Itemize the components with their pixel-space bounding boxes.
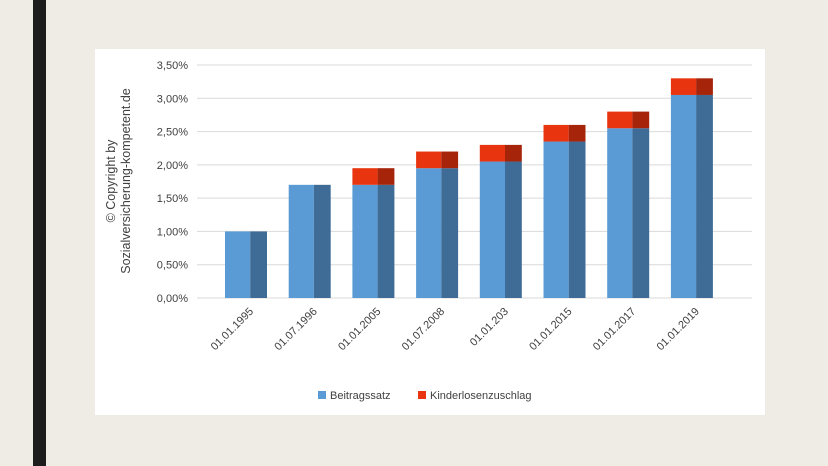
x-tick-label: 01.01.2005 (336, 306, 383, 353)
x-tick-label: 01.01.203 (468, 306, 511, 349)
y-tick-label: 0,50% (157, 260, 188, 272)
legend-label: Kinderlosenzuschlag (430, 390, 532, 402)
bar-beitragssatz (416, 168, 442, 298)
bar-kinderlosenzuschlag (416, 151, 442, 169)
legend-swatch-beitragssatz (318, 391, 326, 399)
bar-kinderlosenzuschlag-side (632, 111, 650, 129)
bar-beitragssatz-side (377, 184, 395, 298)
y-tick-label: 1,50% (157, 193, 188, 205)
y-tick-label: 1,00% (157, 226, 188, 238)
stacked-bar-chart: 0,00% 0,50% 1,00% 1,50% 2,00% 2,50% 3,00% 3,50%… (104, 60, 752, 402)
y-tick-label: 0,00% (157, 293, 188, 305)
legend-swatch-kinderlosenzuschlag (418, 391, 426, 399)
bar-kinderlosenzuschlag (543, 124, 569, 142)
bar-beitragssatz-side (313, 184, 331, 298)
bar-beitragssatz (670, 94, 697, 298)
y-tick-label: 3,50% (157, 60, 188, 72)
bar-kinderlosenzuschlag-side (441, 151, 459, 169)
bar-beitragssatz (352, 184, 378, 298)
y-tick-label: 3,00% (157, 93, 188, 105)
x-tick-label: 01.07.2008 (400, 306, 447, 353)
bar-beitragssatz (543, 141, 569, 298)
x-tick-label: 01.01.2017 (591, 306, 638, 353)
bar-beitragssatz-side (441, 168, 459, 298)
bar-kinderlosenzuschlag (670, 78, 697, 95)
bar-kinderlosenzuschlag (479, 144, 505, 162)
y-axis-label: © Copyright by (104, 139, 118, 223)
bar-kinderlosenzuschlag-side (568, 124, 586, 142)
bar-kinderlosenzuschlag (607, 111, 633, 129)
bar-kinderlosenzuschlag-side (377, 168, 395, 185)
bar-beitragssatz-side (696, 94, 713, 298)
x-tick-label: 01.01.1995 (209, 306, 256, 353)
x-tick-label: 01.01.2015 (527, 306, 574, 353)
chart-panel: 0,00% 0,50% 1,00% 1,50% 2,00% 2,50% 3,00% 3,50%… (95, 49, 765, 415)
bar-kinderlosenzuschlag-side (696, 78, 713, 95)
bar-beitragssatz (225, 231, 251, 298)
bar-beitragssatz-side (632, 128, 650, 298)
y-axis-label: Sozialversicherung-kompetent.de (119, 88, 133, 274)
left-frame-bar (33, 0, 46, 466)
y-tick-label: 2,50% (157, 127, 188, 139)
bar-beitragssatz-side (568, 141, 586, 298)
bar-beitragssatz (479, 161, 505, 298)
x-tick-label: 01.07.1996 (272, 306, 319, 353)
bar-beitragssatz-side (505, 161, 522, 298)
bar-beitragssatz (288, 184, 314, 298)
bar-beitragssatz (607, 128, 633, 298)
bar-beitragssatz-side (250, 231, 267, 298)
y-tick-label: 2,00% (157, 160, 188, 172)
x-tick-label: 01.01.2019 (655, 306, 702, 353)
bar-kinderlosenzuschlag (352, 168, 378, 185)
bar-kinderlosenzuschlag-side (505, 144, 522, 162)
legend-label: Beitragssatz (330, 390, 391, 402)
